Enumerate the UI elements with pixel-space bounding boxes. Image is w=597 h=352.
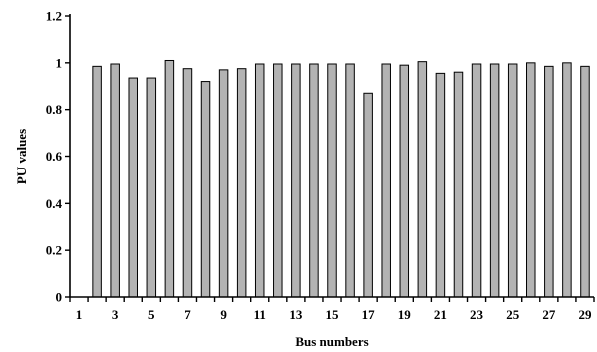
x-tick-label: 29 [578, 307, 592, 322]
bar-bus-20 [417, 61, 428, 298]
bar-bus-11 [254, 63, 265, 298]
y-axis-title: PU values [14, 129, 29, 184]
y-tick-label: 0.6 [46, 149, 63, 164]
x-tick-label: 17 [362, 307, 376, 322]
bar-bus-12 [273, 63, 283, 298]
bar-bus-7 [182, 68, 193, 298]
x-tick-label: 15 [326, 307, 340, 322]
bar-bus-22 [453, 71, 464, 298]
bar-bus-16 [345, 63, 355, 298]
y-tick-label: 0.2 [46, 243, 62, 258]
y-tick-label: 0 [56, 290, 63, 305]
bar-bus-23 [471, 63, 482, 298]
bar-bus-21 [435, 72, 446, 298]
bar-bus-17 [363, 92, 373, 298]
bar-bus-26 [526, 62, 536, 298]
bar-bus-3 [110, 63, 120, 298]
x-tick-label: 23 [470, 307, 484, 322]
x-tick-label: 1 [76, 307, 83, 322]
x-tick-label: 27 [542, 307, 556, 322]
x-tick-label: 7 [184, 307, 191, 322]
y-tick-label: 1 [56, 55, 63, 70]
x-tick-label: 25 [506, 307, 520, 322]
bar-bus-15 [327, 63, 337, 298]
bars-group [92, 59, 590, 298]
bar-bus-27 [544, 65, 554, 298]
x-tick-label: 9 [220, 307, 227, 322]
bar-bus-18 [381, 63, 391, 298]
x-tick-label: 11 [254, 307, 266, 322]
x-tick-label: 21 [434, 307, 447, 322]
y-tick-label: 1.2 [46, 9, 62, 24]
y-tick-label: 0.4 [46, 196, 63, 211]
x-tick-label: 13 [289, 307, 303, 322]
bar-bus-6 [164, 59, 175, 298]
bar-bus-9 [218, 69, 229, 298]
bar-bus-29 [580, 65, 590, 298]
bar-bus-25 [507, 63, 518, 298]
bar-bus-28 [562, 62, 572, 298]
bar-bus-10 [236, 68, 247, 298]
y-tick-label: 0.8 [46, 102, 63, 117]
x-axis-title: Bus numbers [295, 334, 368, 349]
x-tick-label: 5 [148, 307, 155, 322]
bar-bus-4 [128, 77, 138, 298]
bar-bus-2 [92, 65, 102, 298]
bar-bus-24 [489, 63, 500, 298]
bar-bus-5 [146, 77, 157, 298]
bar-bus-8 [200, 81, 211, 298]
axes-group: 00.20.40.60.811.21 3 5 7 9 11 13 15 17 19 21 23 25 27… [46, 9, 595, 322]
bar-bus-14 [309, 63, 319, 298]
x-tick-label: 19 [398, 307, 412, 322]
bar-bus-13 [291, 63, 301, 298]
x-tick-label: 3 [112, 307, 119, 322]
bar-bus-19 [399, 64, 410, 298]
